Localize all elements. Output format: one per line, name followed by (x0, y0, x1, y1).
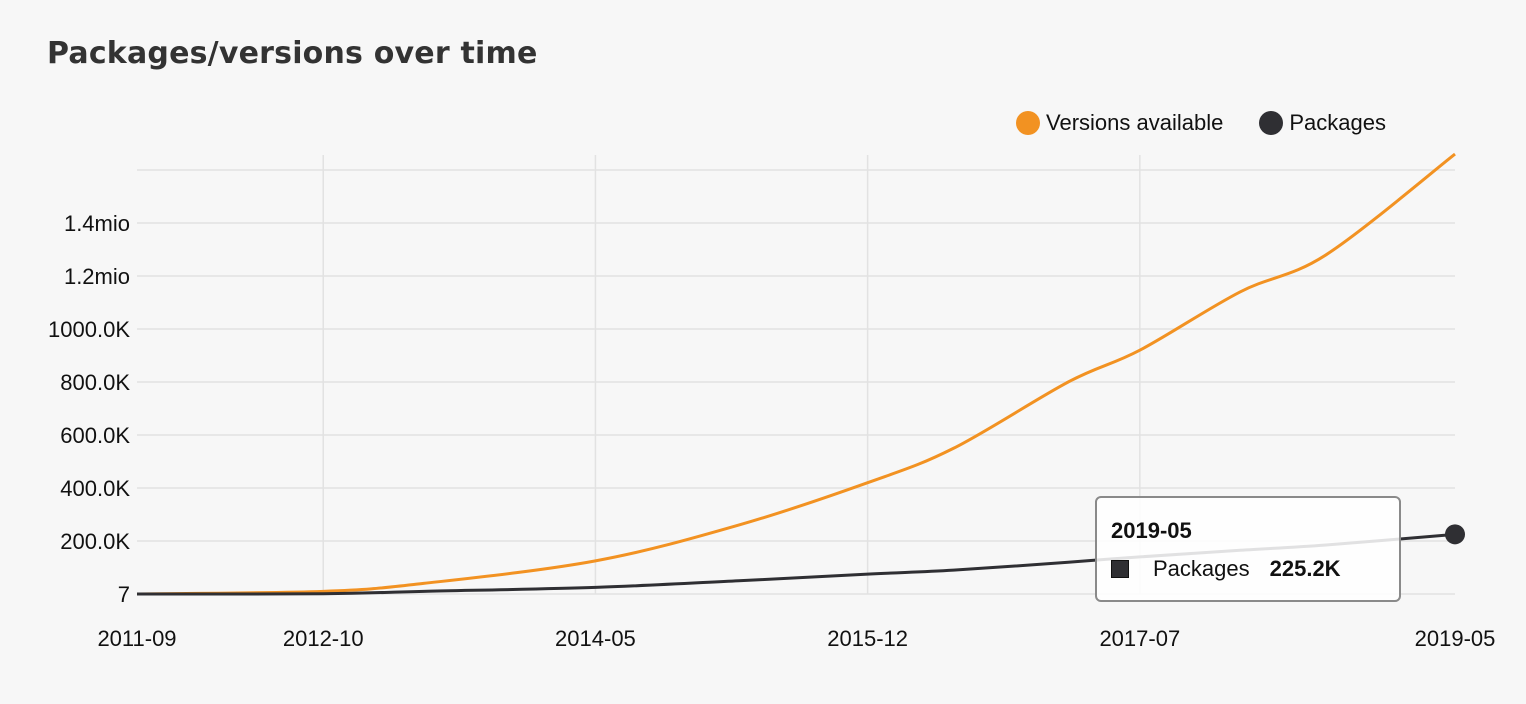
y-tick-label: 1000.0K (48, 317, 130, 342)
series-line-versions (136, 152, 1456, 596)
legend-label-packages: Packages (1289, 110, 1386, 135)
y-tick-label: 800.0K (60, 370, 130, 395)
y-tick-label: 1.4mio (64, 211, 130, 236)
x-tick-label: 2014-05 (555, 626, 636, 651)
legend-dot-versions (1016, 111, 1040, 135)
legend-label-versions: Versions available (1046, 110, 1224, 135)
tooltip-date: 2019-05 (1111, 518, 1192, 543)
x-tick-label: 2017-07 (1099, 626, 1180, 651)
x-tick-label: 2015-12 (827, 626, 908, 651)
legend-item-packages[interactable]: Packages (1259, 110, 1386, 136)
tooltip-value: 225.2K (1269, 556, 1341, 581)
x-tick-label: 2019-05 (1415, 626, 1496, 651)
grid (137, 155, 1455, 595)
x-tick-label: 2012-10 (283, 626, 364, 651)
tooltip-swatch (1111, 560, 1129, 578)
tooltip-series-label: Packages (1153, 556, 1250, 581)
x-tick-label: 2011-09 (97, 626, 176, 651)
y-tick-label: 400.0K (60, 476, 130, 501)
chart-legend: Versions available Packages (1016, 110, 1386, 136)
legend-dot-packages (1259, 111, 1284, 135)
y-tick-label: 600.0K (60, 423, 130, 448)
chart-title: Packages/versions over time (47, 36, 538, 71)
chart-tooltip: 2019-05 Packages 225.2K (1095, 496, 1401, 602)
hover-markers (1445, 524, 1465, 545)
y-axis-ticks: 7 200.0K 400.0K 600.0K 800.0K 1000.0K 1.2mio 1.… (48, 211, 130, 607)
x-axis-ticks: 2011-09 2012-10 2014-05 2015-12 2017-07 2019-… (97, 626, 1495, 651)
y-tick-label: 1.2mio (64, 264, 130, 289)
y-tick-label: 7 (118, 582, 130, 607)
tooltip-row: Packages 225.2K (1111, 556, 1341, 582)
hover-marker-packages (1445, 524, 1465, 545)
y-tick-label: 200.0K (60, 529, 130, 554)
legend-item-versions[interactable]: Versions available (1016, 110, 1223, 136)
